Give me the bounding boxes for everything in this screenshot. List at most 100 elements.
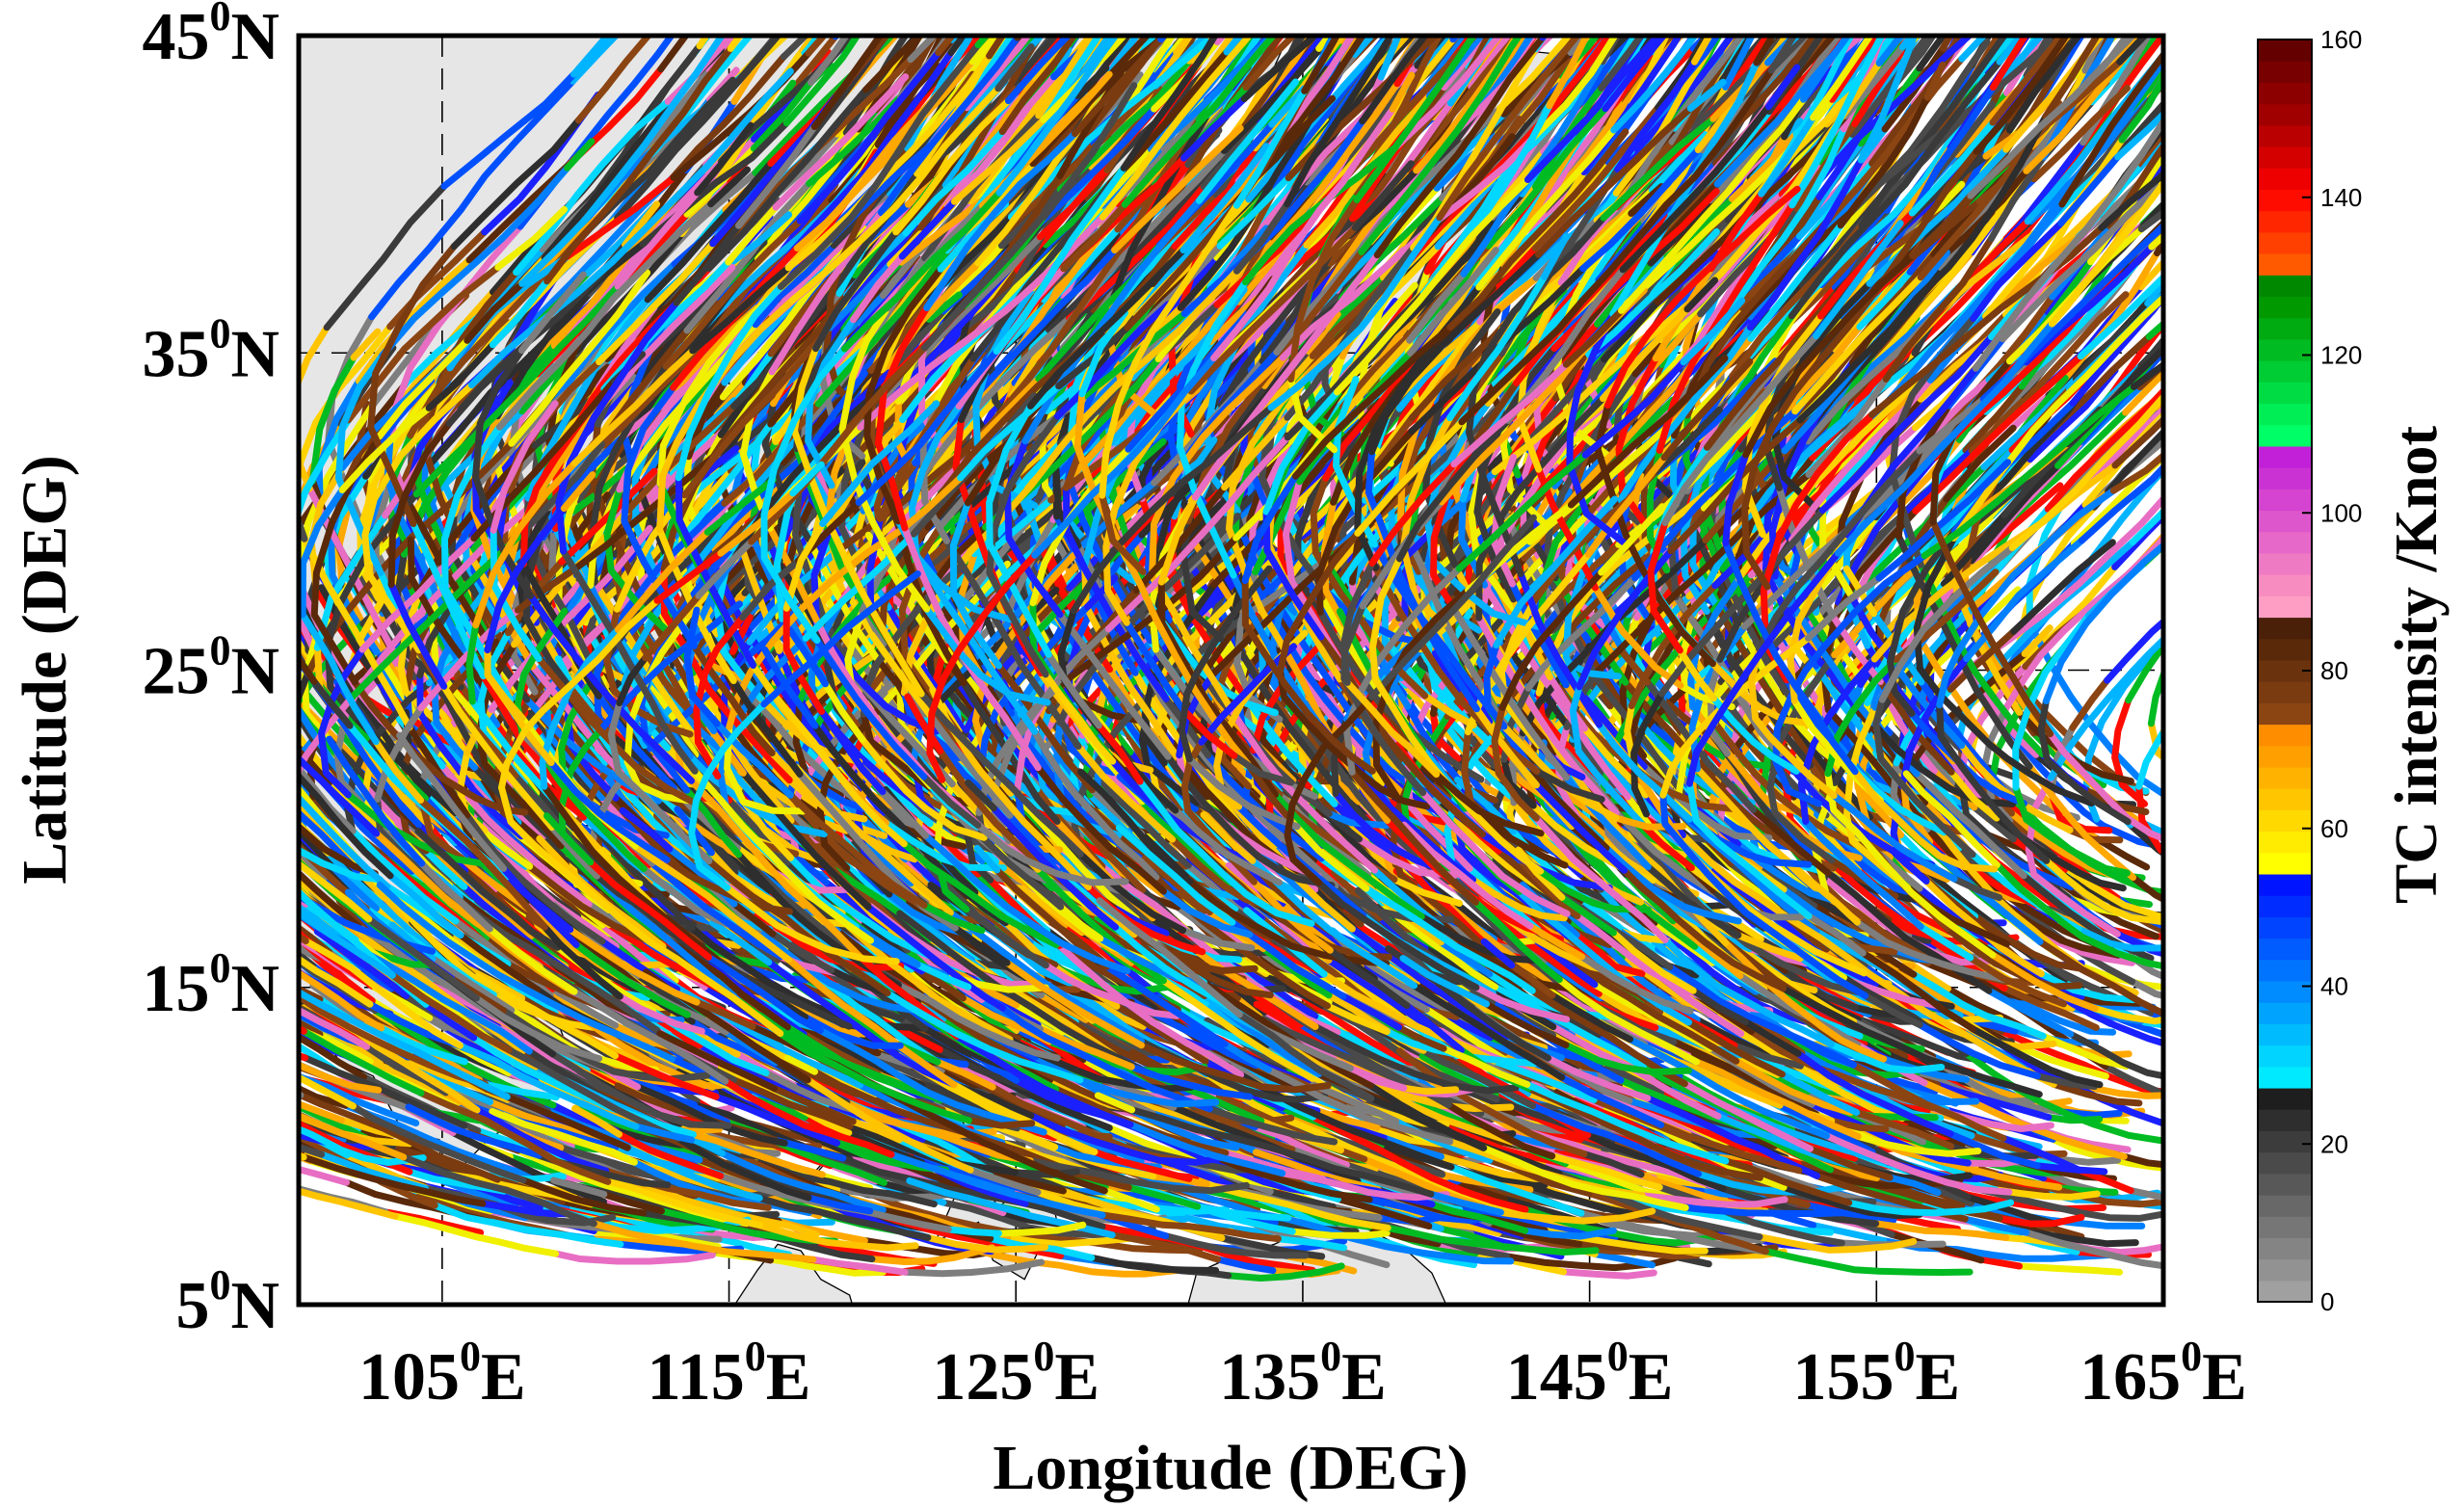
- tc-track-segment: [870, 0, 890, 16]
- tc-track-segment: [1909, 36, 1917, 39]
- tc-track-segment: [299, 939, 304, 947]
- tc-track-segment: [1560, 1268, 1657, 1280]
- tc-track-segment: [1756, 863, 1818, 910]
- tc-track-segment: [1523, 0, 1552, 17]
- tc-track-segment: [1507, 0, 1534, 12]
- tc-track-segment: [2122, 368, 2163, 416]
- tc-track-segment: [1873, 0, 1893, 3]
- tc-track-segment: [1857, 0, 1882, 14]
- tc-track-segment: [2224, 10, 2253, 47]
- tc-track-segment: [252, 1099, 281, 1112]
- tc-track-segment: [1728, 130, 1800, 202]
- tc-track-segment: [1100, 36, 1108, 40]
- tc-track-segment: [299, 1084, 350, 1109]
- tc-track-segment: [1815, 0, 1841, 14]
- tc-track-segment: [260, 1052, 294, 1065]
- tc-track-segment: [299, 1100, 345, 1124]
- tc-track-segment: [1517, 1122, 1680, 1177]
- tc-track-segment: [657, 36, 690, 73]
- tc-track-segment: [2224, 137, 2257, 170]
- tc-track-segment: [664, 744, 719, 803]
- tc-track-segment: [245, 864, 276, 886]
- tc-track-segment: [323, 182, 448, 331]
- tc-track-segment: [1810, 1222, 1888, 1244]
- tc-track-segment: [1916, 36, 1947, 72]
- tc-track-segment: [388, 893, 497, 996]
- tc-track-segment: [1755, 0, 1781, 2]
- tc-track-segment: [2102, 1063, 2163, 1097]
- tc-track-segment: [1120, 0, 1149, 12]
- tc-track-segment: [1880, 1237, 2119, 1262]
- tc-track-segment: [1474, 36, 1535, 114]
- tc-track-segment: [2030, 85, 2131, 183]
- tc-track-segment: [1013, 0, 1042, 15]
- tc-track-segment: [1266, 1188, 1329, 1211]
- tc-track-segment: [308, 354, 358, 485]
- tc-track-segment: [1910, 970, 2047, 1040]
- tc-track-segment: [1173, 0, 1202, 21]
- tc-track-segment: [350, 328, 382, 361]
- tc-track-segment: [2160, 342, 2163, 350]
- tc-track-segment: [1918, 0, 1971, 32]
- tc-track-segment: [2008, 1041, 2109, 1080]
- tc-track-segment: [2224, 0, 2262, 60]
- tc-track-segment: [1714, 36, 1722, 39]
- tc-track-segment: [431, 1202, 624, 1248]
- tc-track-segment: [1586, 0, 1611, 20]
- tc-track-segment: [1500, 1195, 1618, 1235]
- tc-track-segment: [299, 887, 301, 893]
- tc-track-segment: [1427, 36, 1435, 40]
- tc-track-segment: [1881, 44, 1947, 133]
- tc-track-segment: [2000, 985, 2100, 1031]
- tc-track-segment: [1433, 130, 1501, 192]
- tc-track-segment: [2000, 718, 2163, 851]
- tc-track-segment: [2216, 99, 2258, 167]
- tc-track-segment: [1038, 991, 1090, 1023]
- tc-track-segment: [614, 36, 782, 222]
- tc-track-segment: [1703, 0, 1736, 13]
- tc-track-segment: [1420, 36, 1470, 93]
- tc-track-segment: [368, 320, 440, 410]
- tc-track-segment: [2001, 36, 2009, 39]
- tc-track-segment: [1672, 0, 1694, 6]
- tc-track-segment: [669, 53, 787, 182]
- tc-track-segment: [2086, 464, 2163, 565]
- tc-track-segment: [1365, 1223, 1442, 1248]
- tc-track-segment: [1825, 0, 1860, 10]
- tc-track-segment: [1403, 0, 1425, 8]
- tc-track-segment: [280, 780, 289, 842]
- tc-track-segment: [1468, 36, 1514, 91]
- tc-track-segment: [1968, 1132, 2068, 1158]
- tc-track-segment: [1550, 0, 1574, 7]
- tc-track-segment: [1615, 0, 1649, 13]
- tc-track-segment: [1856, 268, 1914, 330]
- tc-track-segment: [959, 1243, 1186, 1278]
- tc-track-segment: [1311, 1127, 1524, 1219]
- tc-track-segment: [1888, 1230, 1985, 1264]
- tc-track-segment: [299, 1101, 301, 1108]
- tc-track-segment: [299, 685, 372, 768]
- tc-track-segment: [1088, 995, 1147, 1030]
- tc-track-segment: [299, 923, 332, 956]
- tc-track-segment: [1878, 36, 1886, 40]
- tc-track-segment: [1929, 0, 1952, 16]
- tc-track-segment: [1329, 0, 1352, 21]
- tc-track-segment: [1378, 281, 1418, 326]
- tc-track-segment: [302, 1054, 468, 1129]
- tc-track-segment: [299, 846, 329, 882]
- tc-track-segment: [2200, 121, 2254, 185]
- tc-track-segment: [299, 324, 331, 492]
- tc-track-segment: [1733, 0, 1748, 12]
- tc-track-segment: [1979, 0, 2008, 17]
- tc-track-segment: [1972, 912, 2088, 973]
- tc-track-segment: [254, 784, 294, 832]
- tc-track-segment: [299, 1072, 420, 1127]
- tc-track-segment: [771, 0, 806, 11]
- tc-track-segment: [2151, 49, 2163, 69]
- tc-track-segment: [1956, 539, 2136, 740]
- tc-track-segment: [1033, 0, 1058, 14]
- tc-track-segment: [1229, 0, 1262, 15]
- tc-track-segment: [1945, 36, 2009, 115]
- tc-track-segment: [2050, 0, 2077, 25]
- tc-track-segment: [1749, 0, 1769, 18]
